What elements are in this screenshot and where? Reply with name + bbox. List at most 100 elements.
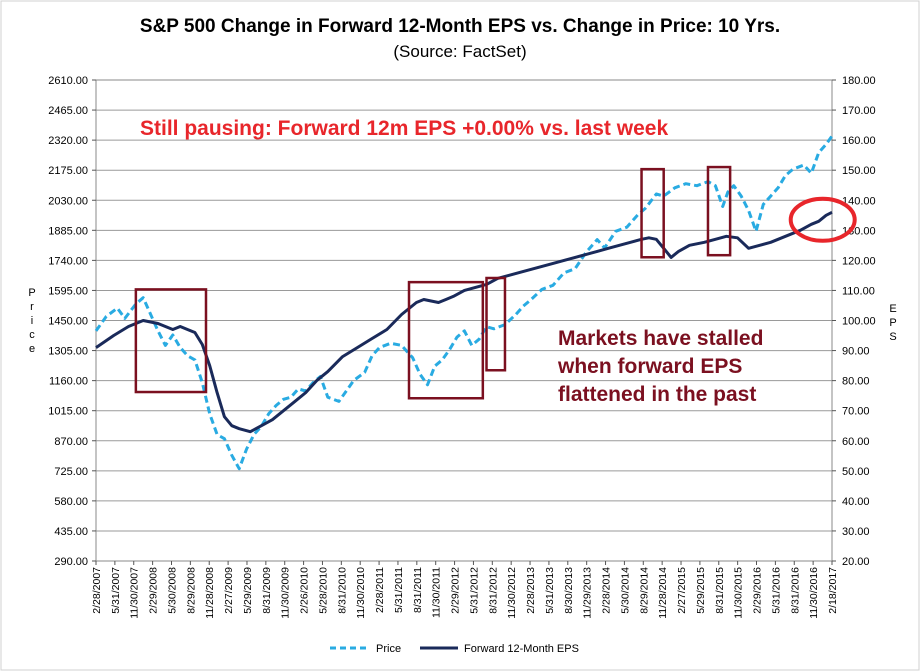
y-tick-label-right: 40.00 [842,496,870,508]
y-axis-left: 2610.00 2465.00 2320.00 2175.00 2030.00 1885.… [48,75,96,568]
y-tick-label-left: 1595.00 [48,285,88,297]
x-tick-label: 5/31/2007 [110,567,122,614]
y-axis-label-right-char: P [889,317,896,329]
x-tick-label: 5/30/2008 [166,567,178,614]
x-tick-label: 2/28/2014 [601,567,613,614]
highlight-box [485,276,507,372]
annotation-markets-line2: when forward EPS [557,355,742,378]
y-axis-label-left-char: e [29,343,35,355]
x-tick-label: 8/29/2008 [185,567,197,614]
x-tick-label: 11/30/2015 [733,567,745,619]
highlight-box [407,280,485,400]
y-tick-label-left: 2610.00 [48,75,88,87]
x-tick-label: 5/29/2009 [242,567,254,614]
x-tick-label: 8/30/2013 [563,567,575,614]
y-axis-label-left-char: c [29,329,35,341]
y-tick-label-left: 2175.00 [48,165,88,177]
x-tick-label: 2/28/2013 [525,567,537,614]
y-axis-label-left-char: i [31,315,33,327]
x-tick-label: 11/30/2007 [129,567,141,619]
x-tick-label: 8/31/2016 [789,567,801,614]
y-tick-label-right: 120.00 [842,255,876,267]
y-axis-right: 180.00170.00160.00150.00140.00130.00120.… [832,75,876,568]
x-tick-label: 2/29/2008 [148,567,160,614]
x-tick-label: 8/31/2009 [261,567,273,614]
y-tick-label-right: 90.00 [842,346,870,358]
x-tick-label: 5/31/2013 [544,567,556,614]
x-tick-label: 5/31/2012 [468,567,480,614]
annotation-markets-line3: flattened in the past [558,383,756,406]
y-tick-label-right: 30.00 [842,526,870,538]
highlight-circle [788,196,857,243]
y-tick-label-right: 140.00 [842,195,876,207]
y-tick-label-left: 435.00 [54,526,88,538]
x-tick-label: 5/28/2010 [317,567,329,614]
y-tick-label-left: 1015.00 [48,406,88,418]
x-tick-label: 11/30/2010 [355,567,367,619]
highlight-box [706,165,732,257]
chart-title: S&P 500 Change in Forward 12-Month EPS v… [140,16,780,37]
x-tick-label: 8/31/2012 [487,567,499,614]
highlight-boxes [134,165,857,400]
y-tick-label-left: 2320.00 [48,135,88,147]
x-tick-label: 2/27/2015 [676,567,688,614]
y-tick-label-left: 1305.00 [48,346,88,358]
highlight-box [134,288,208,394]
y-tick-label-right: 60.00 [842,436,870,448]
y-axis-label-left: Price [28,287,35,355]
x-tick-label: 11/29/2013 [582,567,594,619]
y-axis-label-left-char: r [30,301,34,313]
y-tick-label-right: 110.00 [842,285,875,297]
x-tick-label: 8/31/2010 [336,567,348,614]
x-tick-label: 5/30/2014 [619,567,631,614]
y-tick-label-left: 1885.00 [48,225,88,237]
x-tick-label: 11/30/2012 [506,567,518,619]
y-tick-label-left: 1160.00 [49,376,88,388]
y-tick-label-left: 290.00 [54,556,88,568]
y-tick-label-left: 870.00 [54,436,88,448]
y-axis-label-right-char: E [889,303,896,315]
x-tick-label: 8/31/2011 [412,567,424,613]
legend: Price Forward 12-Month EPS [330,643,579,655]
annotation-markets-line1: Markets have stalled [558,327,763,350]
x-tick-label: 2/28/2011 [374,567,386,613]
y-axis-label-right-char: S [889,331,896,343]
annotation-still-pausing: Still pausing: Forward 12m EPS +0.00% vs… [140,117,668,140]
x-tick-label: 5/31/2011 [393,567,405,613]
x-tick-label: 11/28/2008 [204,567,216,619]
x-tick-label: 11/30/2009 [280,567,292,619]
legend-label-eps: Forward 12-Month EPS [464,643,579,655]
x-tick-label: 5/29/2015 [695,567,707,614]
x-tick-label: 2/29/2012 [450,567,462,614]
y-tick-label-right: 180.00 [842,75,876,87]
x-tick-label: 2/29/2016 [752,567,764,614]
y-tick-label-left: 1740.00 [48,255,88,267]
y-tick-label-right: 160.00 [842,135,876,147]
x-axis: 2/28/2007 5/31/2007 11/30/2007 2/29/2008 5/3… [91,561,839,619]
x-tick-label: 2/27/2009 [223,567,235,614]
y-axis-label-right: EPS [889,303,896,343]
y-tick-label-right: 50.00 [842,466,870,478]
y-tick-label-right: 80.00 [842,376,870,388]
y-tick-label-right: 150.00 [842,165,876,177]
y-tick-label-left: 2465.00 [48,105,88,117]
y-tick-label-left: 725.00 [54,466,88,478]
y-tick-label-left: 1450.00 [48,316,88,328]
y-tick-label-right: 20.00 [842,556,870,568]
x-tick-label: 11/30/2011 [431,567,443,618]
y-tick-label-right: 100.00 [842,316,876,328]
y-tick-label-left: 2030.00 [48,195,88,207]
x-tick-label: 2/26/2010 [299,567,311,614]
x-tick-label: 2/28/2007 [91,567,103,614]
y-tick-label-right: 70.00 [842,406,870,418]
x-tick-label: 11/28/2014 [657,567,669,619]
x-tick-label: 8/31/2015 [714,567,726,614]
x-tick-label: 5/31/2016 [770,567,782,614]
series-line-price [94,135,834,471]
x-tick-label: 8/29/2014 [638,567,650,614]
y-axis-label-left-char: P [28,287,35,299]
legend-label-price: Price [376,643,401,655]
x-tick-label: 2/18/2017 [827,567,839,614]
